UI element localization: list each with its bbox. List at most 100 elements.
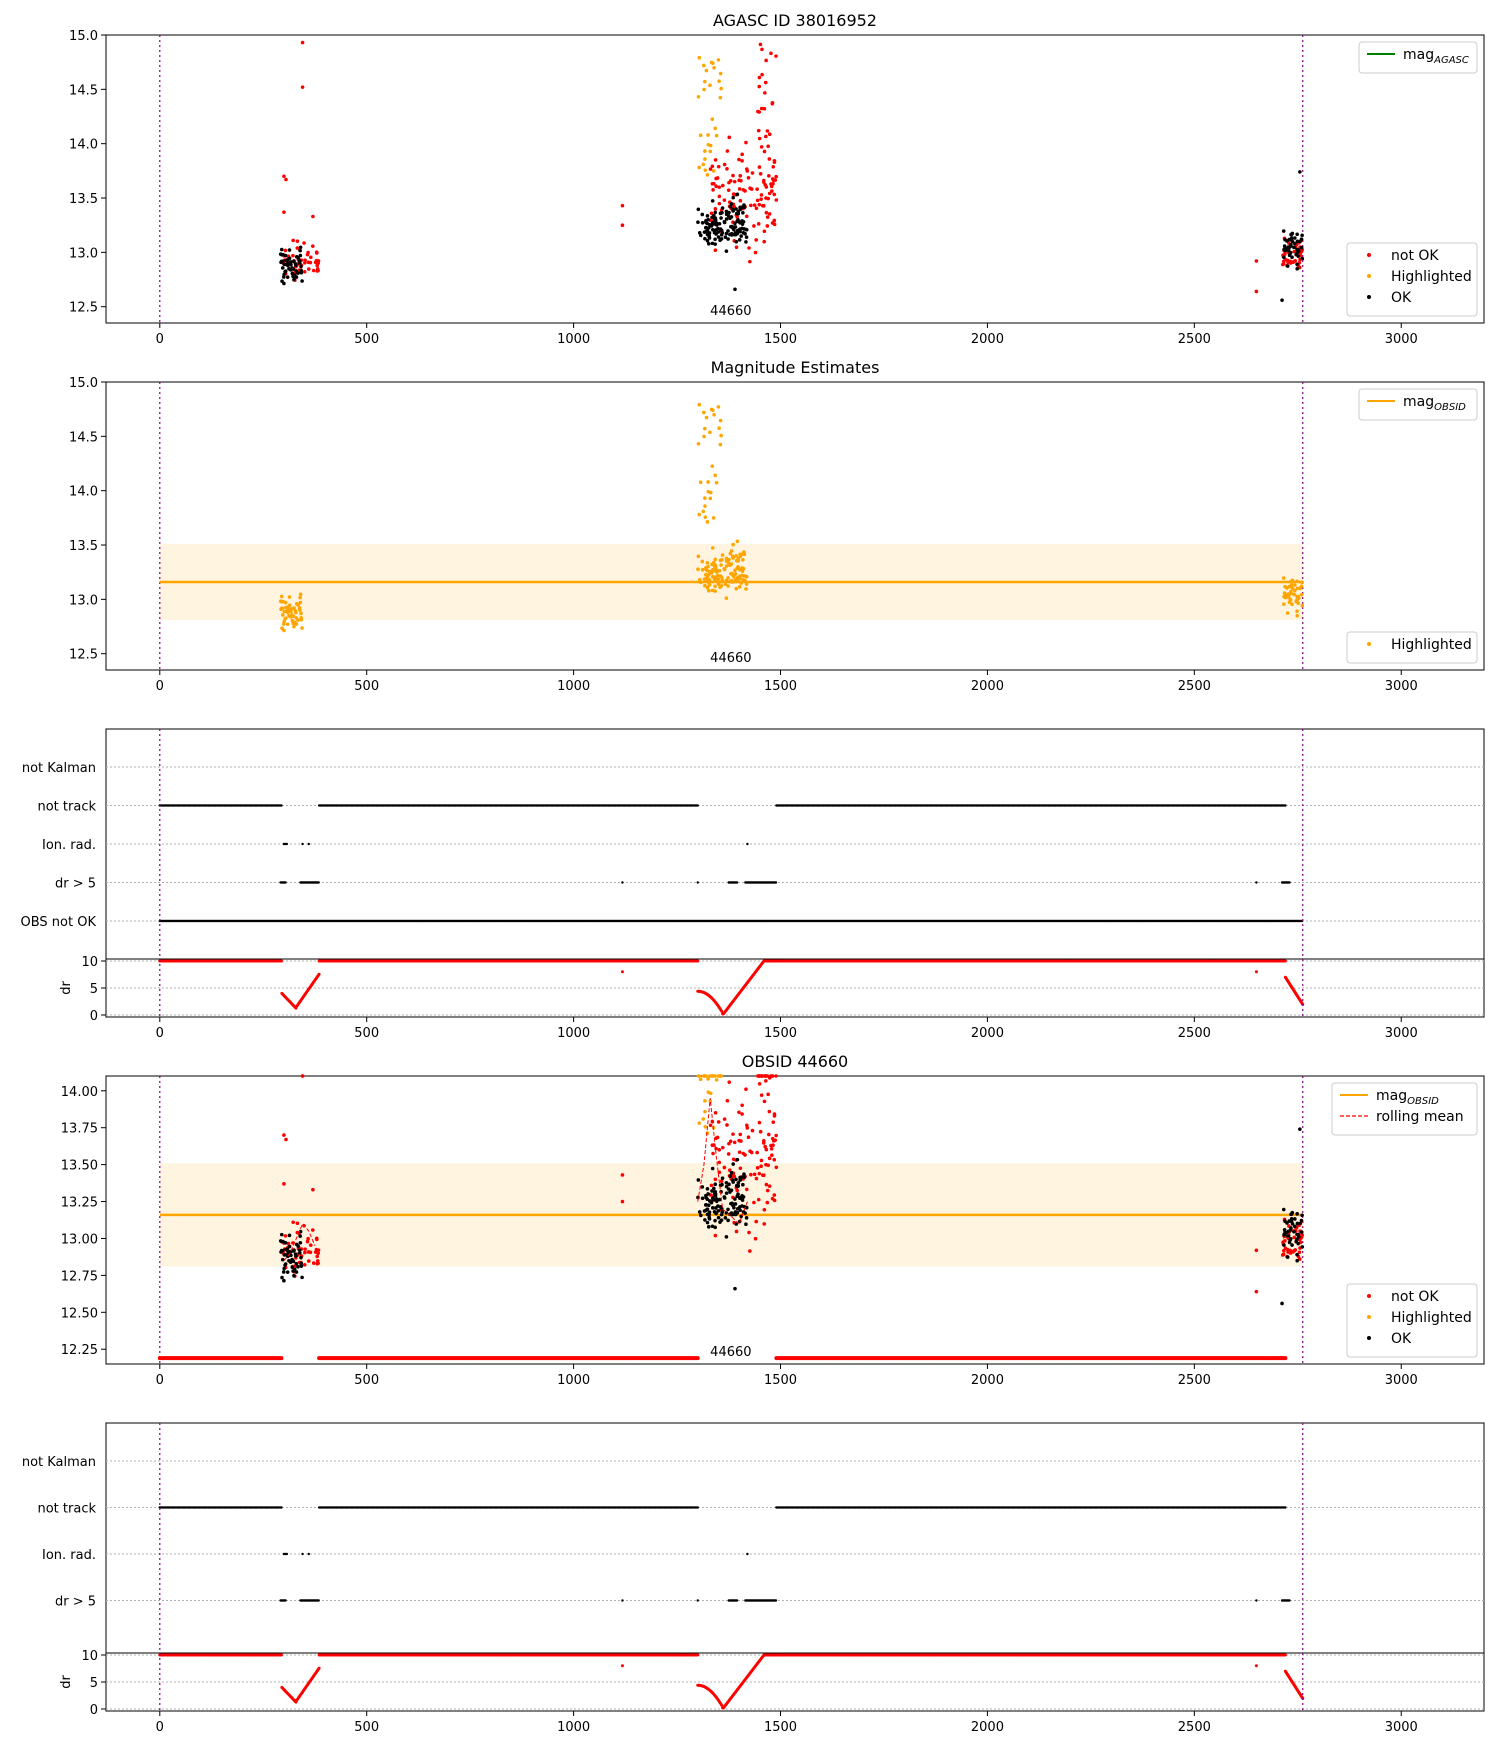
p3-flag-point bbox=[280, 804, 283, 807]
p1-notok-point bbox=[620, 223, 625, 227]
p2-highlighted-point bbox=[1293, 583, 1297, 587]
p2-highlighted-point bbox=[735, 539, 740, 544]
p2-highlighted-point bbox=[722, 567, 727, 572]
p5-flag-point bbox=[284, 1599, 287, 1602]
p3-dr-point bbox=[774, 959, 778, 963]
p1-ok-point bbox=[1294, 252, 1299, 257]
p2-highlighted-series bbox=[278, 402, 1305, 633]
p1-notok-point bbox=[772, 218, 777, 223]
p1-ok-point bbox=[1289, 238, 1294, 242]
p2-highlighted-point bbox=[280, 613, 285, 617]
p2-highlighted-point bbox=[716, 582, 721, 586]
p1-highlighted-point bbox=[712, 65, 716, 70]
p1-notok-point bbox=[767, 174, 771, 178]
p2-highlighted-point bbox=[726, 584, 730, 588]
p1-notok-point bbox=[315, 263, 319, 268]
p3-flag-label: OBS not OK bbox=[21, 915, 97, 930]
p1-ytick-label: 13.5 bbox=[69, 192, 98, 207]
p1-notok-point bbox=[749, 187, 754, 191]
p2-highlighted-point bbox=[300, 626, 304, 630]
p2-highlighted-point bbox=[713, 566, 718, 570]
p1-xtick-label: 1000 bbox=[557, 332, 590, 347]
p1-notok-point bbox=[731, 173, 735, 178]
p3-xtick-label: 0 bbox=[156, 1026, 164, 1041]
p2-highlighted-point bbox=[1296, 594, 1301, 599]
p1-highlighted-point bbox=[698, 133, 703, 138]
p2-ytick-label: 13.5 bbox=[69, 539, 98, 554]
p2-highlighted-point bbox=[298, 592, 303, 597]
p2-title: Magnitude Estimates bbox=[711, 358, 880, 377]
p5-flag-point bbox=[746, 1552, 749, 1556]
p2-highlighted-point bbox=[712, 568, 716, 573]
p1-ok-point bbox=[738, 207, 742, 212]
p1-notok-point bbox=[757, 202, 762, 207]
p2-highlighted-point bbox=[1288, 597, 1293, 602]
p1-notok-point bbox=[744, 140, 748, 145]
p1-notok-point bbox=[766, 196, 771, 201]
p5-flag-point bbox=[280, 1506, 283, 1509]
p1-ok-point bbox=[710, 241, 715, 246]
p1-ok-point bbox=[724, 231, 729, 236]
p1-highlighted-point bbox=[705, 173, 710, 177]
p2-highlighted-point bbox=[707, 583, 712, 587]
p5-flag-point bbox=[285, 1552, 289, 1556]
p1-ok-point bbox=[733, 221, 737, 226]
p1-ok-point bbox=[729, 202, 734, 206]
p1-notok-point bbox=[725, 149, 730, 153]
p1-ok-point bbox=[726, 237, 730, 241]
p1-ok-point bbox=[722, 220, 727, 225]
p5-dr-ytick-label: 10 bbox=[81, 1649, 98, 1664]
p1-notok-point bbox=[737, 178, 741, 183]
p2-highlighted-point bbox=[718, 418, 723, 423]
p5-flag-point bbox=[1288, 1599, 1291, 1602]
p5-flag-point bbox=[307, 1552, 310, 1556]
p1-notok-point bbox=[721, 183, 725, 188]
p2-highlighted-point bbox=[704, 572, 708, 577]
p2-highlighted-point bbox=[279, 594, 284, 599]
p2-highlighted-point bbox=[703, 426, 707, 431]
p2-highlighted-point bbox=[1299, 592, 1304, 597]
p1-obsid-label: 44660 bbox=[710, 304, 751, 319]
p2-highlighted-point bbox=[1299, 584, 1304, 588]
p1-notok-point bbox=[1254, 259, 1259, 263]
p1-notok-point bbox=[762, 106, 767, 111]
p1-highlighted-point bbox=[709, 60, 714, 65]
p2-highlighted-point bbox=[706, 564, 710, 569]
p2-highlighted-point bbox=[706, 489, 711, 494]
p1-notok-point bbox=[1281, 262, 1286, 266]
p3-flag-point bbox=[696, 881, 699, 884]
p1-notok-point bbox=[763, 91, 767, 95]
p3-flag-point bbox=[1288, 881, 1291, 884]
p1-ok-point bbox=[724, 217, 729, 221]
p5-dr-point bbox=[279, 1653, 283, 1657]
p1-ok-point bbox=[728, 216, 732, 220]
p1-notok-point bbox=[761, 180, 766, 184]
p1-notok-point bbox=[774, 198, 779, 202]
p1-notok-point bbox=[756, 128, 761, 133]
p1-notok-point bbox=[767, 132, 772, 137]
p1-notok-point bbox=[746, 176, 751, 180]
p1-frame bbox=[105, 34, 1485, 324]
p1-ok-point bbox=[731, 195, 735, 200]
legend-box bbox=[1346, 242, 1478, 317]
p2-highlighted-point bbox=[278, 599, 283, 603]
legend-label: OK bbox=[1391, 290, 1412, 306]
p1-notok-point bbox=[311, 214, 315, 219]
p2-highlighted-point bbox=[726, 576, 730, 580]
p1-ok-point bbox=[284, 258, 288, 263]
p1-notok-point bbox=[763, 80, 768, 85]
p1-ok-point bbox=[1298, 170, 1302, 174]
p1-xtick-label: 0 bbox=[156, 332, 164, 347]
p1-highlighted-point bbox=[697, 55, 702, 60]
p1-ok-point bbox=[716, 235, 721, 239]
p1-notok-series bbox=[281, 40, 1304, 294]
p2-highlighted-point bbox=[1300, 580, 1304, 585]
p5-flag-point bbox=[774, 1599, 778, 1602]
p2-highlighted-point bbox=[708, 430, 712, 435]
p5-flag-point bbox=[696, 1599, 699, 1602]
p1-notok-point bbox=[770, 189, 774, 193]
p2-highlighted-point bbox=[290, 613, 294, 617]
p2-highlighted-point bbox=[719, 563, 723, 567]
p5-flag-label: not track bbox=[37, 1502, 96, 1517]
p1-notok-point bbox=[303, 258, 307, 263]
